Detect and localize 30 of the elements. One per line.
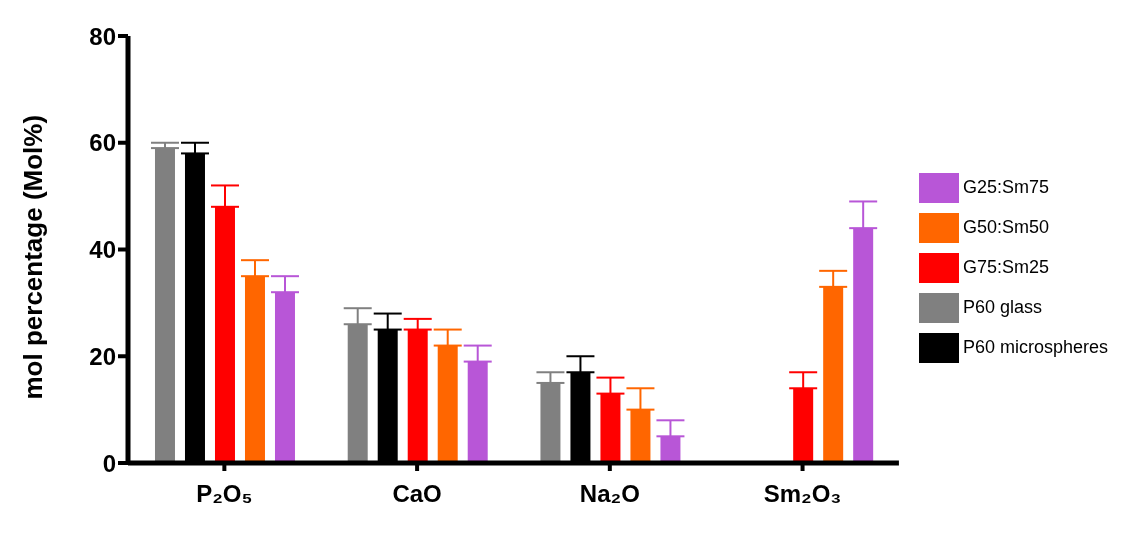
bar bbox=[347, 324, 368, 463]
bar bbox=[467, 361, 488, 463]
bar bbox=[630, 409, 651, 463]
y-tick-label: 40 bbox=[89, 236, 116, 264]
bar bbox=[154, 148, 175, 463]
legend-label: G75:Sm25 bbox=[962, 256, 1049, 277]
x-tick-label: Sm₂O₃ bbox=[763, 480, 842, 508]
y-axis-title: mol percentage (Mol%) bbox=[18, 114, 49, 400]
x-tick-label: P₂O₅ bbox=[196, 480, 253, 508]
y-tick-label: 80 bbox=[89, 22, 116, 50]
legend-label: G50:Sm50 bbox=[962, 216, 1049, 237]
bar bbox=[214, 206, 235, 463]
y-tick-label: 20 bbox=[89, 342, 116, 370]
legend-label: G25:Sm75 bbox=[962, 176, 1049, 197]
bar bbox=[244, 276, 265, 463]
y-tick-label: 0 bbox=[102, 449, 116, 477]
bar bbox=[853, 228, 874, 463]
bar bbox=[407, 329, 428, 463]
legend-label: P60 microspheres bbox=[962, 336, 1108, 357]
x-tick-label: CaO bbox=[392, 480, 442, 508]
bar bbox=[540, 382, 561, 463]
bar bbox=[437, 345, 458, 463]
bar bbox=[274, 292, 295, 463]
bar bbox=[793, 388, 814, 463]
bar bbox=[823, 286, 844, 463]
bar bbox=[600, 393, 621, 463]
legend-label: P60 glass bbox=[962, 296, 1042, 317]
x-tick-label: Na₂O bbox=[579, 480, 640, 508]
bar bbox=[660, 436, 681, 463]
y-tick-label: 60 bbox=[89, 129, 116, 157]
